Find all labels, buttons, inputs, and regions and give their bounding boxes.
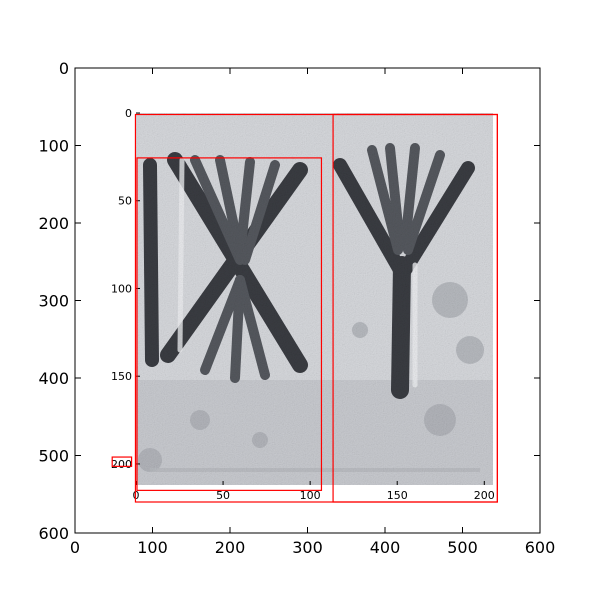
outer-x-tick-label: 300 — [292, 538, 323, 557]
outer-y-tick-label: 200 — [38, 214, 69, 233]
inner-y-tick-label: 0 — [125, 107, 132, 120]
bounding-boxes — [111, 113, 498, 503]
box-left — [136, 157, 323, 491]
inner-y-tick-label: 200 — [111, 458, 132, 471]
outer-y-tick-label: 100 — [38, 137, 69, 156]
outer-y-tick-label: 500 — [38, 447, 69, 466]
outer-x-tick-label: 100 — [137, 538, 168, 557]
inner-y-tick-label: 100 — [111, 282, 132, 295]
stone-inscription-image — [136, 113, 493, 485]
inner-x-tick-label: 50 — [216, 489, 230, 502]
outer-y-tick-label: 600 — [38, 524, 69, 543]
outer-x-tick-label: 400 — [370, 538, 401, 557]
outer-x-tick-label: 500 — [447, 538, 478, 557]
outer-x-tick-label: 0 — [70, 538, 80, 557]
box-right — [332, 113, 498, 503]
outer-y-tick-label: 400 — [38, 369, 69, 388]
inner-x-tick-label: 200 — [474, 489, 495, 502]
outer-y-tick-label: 300 — [38, 292, 69, 311]
inner-y-tick-label: 150 — [111, 370, 132, 383]
inner-y-tick-label: 50 — [118, 195, 132, 208]
inner-x-tick-label: 150 — [387, 489, 408, 502]
outer-x-tick-label: 600 — [525, 538, 556, 557]
outer-y-tick-label: 0 — [59, 59, 69, 78]
box-small — [111, 456, 133, 467]
outer-x-tick-label: 200 — [215, 538, 246, 557]
inner-x-tick-label: 100 — [300, 489, 321, 502]
